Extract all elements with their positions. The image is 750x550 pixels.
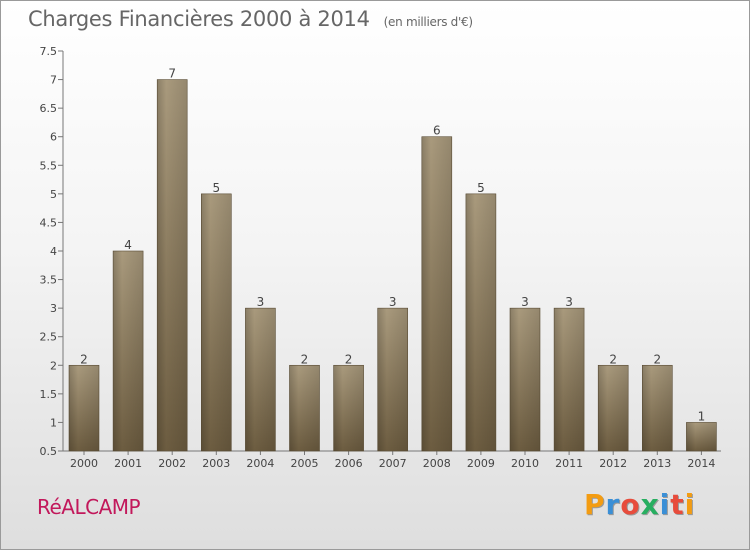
y-tick-label: 6 bbox=[50, 131, 57, 144]
data-label: 5 bbox=[212, 181, 220, 195]
data-label: 2 bbox=[345, 352, 353, 366]
y-tick-label: 2.5 bbox=[40, 331, 58, 344]
bar-shading bbox=[421, 136, 452, 451]
y-tick-label: 2 bbox=[50, 359, 57, 372]
y-tick-label: 7 bbox=[50, 74, 57, 87]
data-label: 5 bbox=[477, 181, 485, 195]
axes: 0.5 1 1.5 2 2.5 3 3.5 4 4.5 5 5.5 6 6.5 7 7.5 2000 2001 2… bbox=[40, 45, 721, 470]
data-label: 2 bbox=[653, 352, 661, 366]
data-label: 6 bbox=[433, 124, 441, 138]
data-label: 2 bbox=[80, 352, 88, 366]
bar-shading bbox=[510, 308, 540, 451]
x-tick-label: 2011 bbox=[555, 457, 583, 470]
logo-letter: P bbox=[584, 488, 606, 521]
data-label: 3 bbox=[257, 295, 265, 309]
y-tick-label: 5 bbox=[50, 188, 57, 201]
y-tick-label: 3.5 bbox=[40, 274, 58, 287]
proxiti-logo: Proxiti bbox=[584, 488, 695, 521]
y-tick-label: 4.5 bbox=[40, 216, 58, 229]
logo-letter: i bbox=[684, 488, 696, 521]
data-label: 3 bbox=[521, 295, 529, 309]
x-tick-label: 2004 bbox=[246, 457, 274, 470]
chart-title: Charges Financières 2000 à 2014 (en milli… bbox=[28, 7, 473, 31]
bar-shading bbox=[201, 193, 232, 451]
x-tick-label: 2003 bbox=[202, 457, 230, 470]
x-tick-label: 2008 bbox=[423, 457, 451, 470]
x-tick-label: 2000 bbox=[70, 457, 98, 470]
x-tick-label: 2014 bbox=[687, 457, 715, 470]
data-labels: 2 4 7 5 3 2 2 3 6 5 3 3 2 2 1 bbox=[80, 67, 705, 424]
data-label: 4 bbox=[124, 238, 132, 252]
chart-subtitle: (en milliers d'€) bbox=[383, 15, 473, 29]
x-tick-label: 2009 bbox=[467, 457, 495, 470]
logo-letter: r bbox=[605, 488, 621, 521]
x-tick-label: 2012 bbox=[599, 457, 627, 470]
y-tick-label: 0.5 bbox=[40, 445, 58, 458]
bar-shading bbox=[69, 365, 99, 451]
x-tick-label: 2005 bbox=[291, 457, 319, 470]
x-tick-label: 2013 bbox=[643, 457, 671, 470]
bar-shading bbox=[157, 79, 188, 452]
data-label: 2 bbox=[609, 352, 617, 366]
bar-shading bbox=[465, 193, 496, 451]
data-label: 2 bbox=[301, 352, 309, 366]
data-label: 3 bbox=[565, 295, 573, 309]
data-label: 3 bbox=[389, 295, 397, 309]
data-label: 7 bbox=[168, 67, 176, 81]
x-tick-label: 2006 bbox=[335, 457, 363, 470]
bar-shading bbox=[377, 308, 408, 451]
bar-shading bbox=[598, 365, 629, 451]
y-tick-label: 5.5 bbox=[40, 159, 58, 172]
bar-shading bbox=[686, 422, 717, 451]
x-tick-label: 2007 bbox=[379, 457, 407, 470]
y-tick-label: 1 bbox=[50, 416, 57, 429]
data-label: 1 bbox=[698, 409, 706, 423]
logo-letter: x bbox=[640, 488, 660, 521]
y-tick-label: 6.5 bbox=[40, 102, 58, 115]
bar-shading bbox=[245, 308, 276, 451]
logo-letter: t bbox=[670, 488, 685, 521]
y-tick-label: 4 bbox=[50, 245, 57, 258]
bars bbox=[68, 79, 717, 452]
bar-shading bbox=[113, 251, 144, 451]
x-tick-label: 2002 bbox=[158, 457, 186, 470]
bar-shading bbox=[642, 365, 673, 451]
logo-letter: i bbox=[659, 488, 671, 521]
bar-shading bbox=[289, 365, 320, 451]
place-name: RéALCAMP bbox=[37, 495, 141, 519]
y-tick-label: 3 bbox=[50, 302, 57, 315]
y-tick-label: 1.5 bbox=[40, 388, 58, 401]
y-tick-label: 7.5 bbox=[40, 45, 58, 58]
x-tick-label: 2010 bbox=[511, 457, 539, 470]
bar-shading bbox=[554, 308, 585, 451]
chart-title-text: Charges Financières 2000 à 2014 bbox=[28, 7, 370, 31]
x-tick-label: 2001 bbox=[114, 457, 142, 470]
bar-shading bbox=[333, 365, 364, 451]
logo-letter: o bbox=[620, 488, 641, 521]
